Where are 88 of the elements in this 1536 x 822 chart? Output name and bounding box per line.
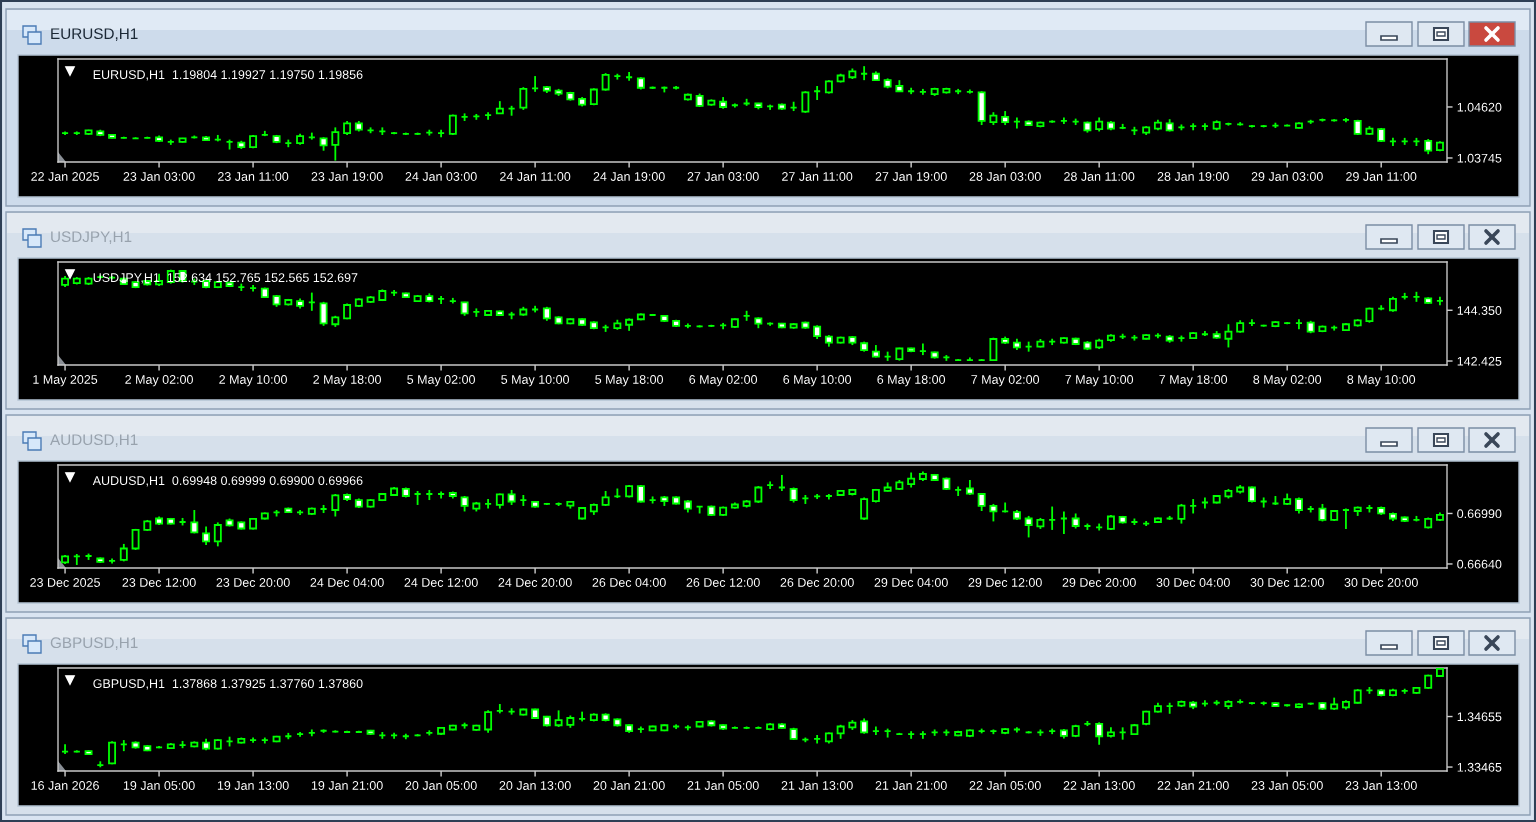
x-tick-label: 23 Jan 11:00 — [218, 172, 289, 181]
candlestick — [213, 521, 222, 548]
x-tick-label: 22 Jan 05:00 — [969, 781, 1041, 790]
y-tick-label: 1.34655 — [1457, 712, 1502, 722]
y-tick-label: 142.425 — [1457, 356, 1502, 366]
candlestick — [1177, 503, 1186, 525]
x-tick-label: 20 Jan 05:00 — [405, 781, 477, 790]
candlestick — [860, 496, 869, 521]
y-tick-label: 0.66640 — [1457, 559, 1502, 569]
x-tick-label: 16 Jan 2026 — [31, 781, 99, 790]
x-tick-label: 28 Jan 11:00 — [1064, 172, 1135, 181]
x-tick-label: 23 Dec 20:00 — [216, 578, 290, 587]
x-tick-label: 21 Jan 21:00 — [875, 781, 947, 790]
x-tick-label: 26 Dec 04:00 — [592, 578, 666, 587]
x-tick-label: 23 Dec 2025 — [30, 578, 100, 587]
x-tick-label: 24 Dec 12:00 — [404, 578, 478, 587]
candlestick — [1095, 721, 1104, 746]
x-tick-label: 24 Jan 03:00 — [405, 172, 477, 181]
y-tick-label: 1.33465 — [1457, 762, 1502, 772]
x-tick-label: 30 Dec 12:00 — [1250, 578, 1324, 587]
x-tick-label: 23 Jan 13:00 — [1345, 781, 1417, 790]
x-tick-label: 22 Jan 2025 — [31, 172, 99, 181]
x-tick-label: 26 Dec 12:00 — [686, 578, 760, 587]
candlestick — [1024, 515, 1033, 539]
x-tick-label: 22 Jan 13:00 — [1063, 781, 1135, 790]
x-tick-label: 19 Jan 05:00 — [123, 781, 195, 790]
x-tick-label: 21 Jan 13:00 — [781, 781, 853, 790]
candlestick — [519, 86, 528, 111]
chart-title: AUDUSD,H1 — [50, 434, 138, 447]
x-tick-label: 6 May 18:00 — [877, 375, 946, 387]
x-tick-label: 29 Dec 20:00 — [1062, 578, 1136, 587]
x-tick-label: 27 Jan 11:00 — [782, 172, 853, 181]
annotation: EURUSD,H1 1.19804 1.19927 1.19750 1.19856 — [93, 70, 363, 81]
x-tick-label: 8 May 10:00 — [1347, 375, 1416, 387]
x-tick-label: 23 Jan 03:00 — [123, 172, 195, 181]
x-tick-label: 24 Jan 11:00 — [500, 172, 571, 181]
x-tick-label: 7 May 18:00 — [1159, 375, 1228, 387]
x-tick-label: 19 Jan 21:00 — [311, 781, 383, 790]
x-tick-label: 6 May 10:00 — [783, 375, 852, 387]
x-tick-label: 26 Dec 20:00 — [780, 578, 854, 587]
x-tick-label: 19 Jan 13:00 — [217, 781, 289, 790]
candlestick — [202, 525, 211, 546]
x-tick-label: 23 Jan 19:00 — [311, 172, 383, 181]
x-tick-label: 29 Jan 11:00 — [1346, 172, 1417, 181]
x-tick-label: 24 Dec 04:00 — [310, 578, 384, 587]
x-tick-label: 1 May 2025 — [33, 375, 98, 387]
x-tick-label: 23 Jan 05:00 — [1251, 781, 1323, 790]
x-tick-label: 5 May 10:00 — [501, 375, 570, 387]
x-tick-label: 20 Jan 21:00 — [593, 781, 665, 790]
annotation: AUDUSD,H1 0.69948 0.69999 0.69900 0.69966 — [92, 476, 363, 487]
candlestick — [801, 90, 810, 114]
chart-title: USDJPY,H1 — [51, 231, 132, 244]
chart-title: EURUSD,H1 — [51, 28, 138, 41]
y-tick-label: 0.66990 — [1457, 509, 1502, 519]
x-tick-label: 8 May 02:00 — [1253, 375, 1322, 387]
x-tick-label: 27 Jan 03:00 — [687, 172, 759, 181]
x-tick-label: 28 Jan 03:00 — [969, 172, 1041, 181]
x-tick-label: 24 Dec 20:00 — [498, 578, 572, 587]
y-tick-label: 144.350 — [1457, 306, 1502, 315]
x-tick-label: 21 Jan 05:00 — [687, 781, 759, 790]
x-tick-label: 20 Jan 13:00 — [499, 781, 571, 790]
x-tick-label: 23 Dec 12:00 — [122, 578, 196, 587]
x-tick-label: 5 May 02:00 — [407, 375, 475, 387]
candlestick — [331, 493, 340, 518]
x-tick-label: 7 May 10:00 — [1065, 375, 1134, 387]
chart-title: GBPUSD,H1 — [50, 637, 138, 650]
x-tick-label: 6 May 02:00 — [689, 375, 758, 387]
candlestick — [331, 126, 340, 162]
x-tick-label: 29 Dec 12:00 — [968, 578, 1042, 587]
candlestick — [1224, 323, 1233, 349]
y-tick-label: 1.04620 — [1457, 102, 1502, 112]
x-tick-label: 2 May 02:00 — [125, 375, 193, 387]
x-tick-label: 28 Jan 19:00 — [1157, 172, 1229, 181]
x-tick-label: 30 Dec 04:00 — [1156, 578, 1230, 587]
x-tick-label: 29 Dec 04:00 — [874, 578, 948, 587]
x-tick-label: 27 Jan 19:00 — [875, 172, 947, 181]
x-tick-label: 24 Jan 19:00 — [593, 172, 665, 181]
y-tick-label: 1.03745 — [1457, 153, 1502, 163]
annotation: GBPUSD,H1 1.37868 1.37925 1.37760 1.37860 — [93, 679, 363, 690]
x-tick-label: 5 May 18:00 — [595, 375, 664, 387]
x-tick-label: 29 Jan 03:00 — [1251, 172, 1323, 181]
x-tick-label: 2 May 10:00 — [219, 375, 287, 387]
candlestick — [484, 709, 493, 734]
x-tick-label: 30 Dec 20:00 — [1344, 578, 1418, 587]
x-tick-label: 22 Jan 21:00 — [1157, 781, 1229, 790]
x-tick-label: 2 May 18:00 — [313, 375, 381, 387]
candlestick — [319, 300, 328, 327]
x-tick-label: 7 May 02:00 — [971, 375, 1040, 387]
